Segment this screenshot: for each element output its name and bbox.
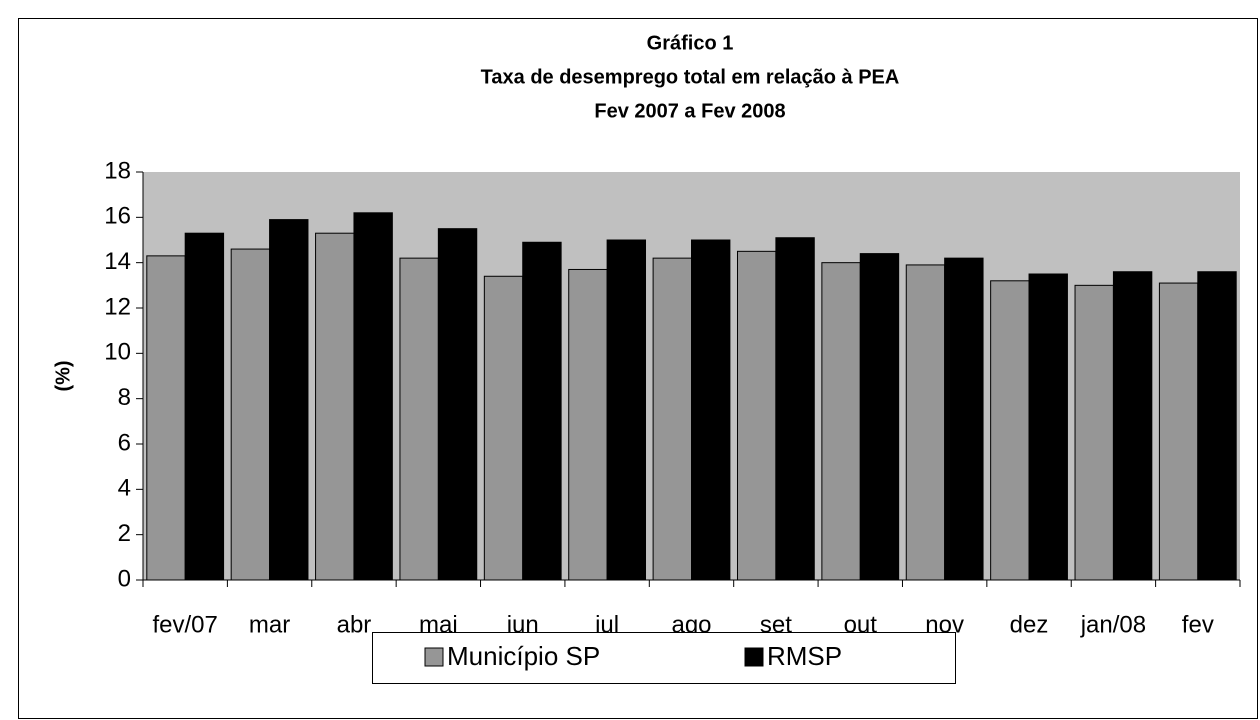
x-tick-label: fev/07 bbox=[152, 611, 217, 638]
y-tick-label: 16 bbox=[104, 203, 131, 230]
y-axis-label: (%) bbox=[52, 360, 74, 391]
chart-title: Gráfico 1 bbox=[647, 32, 734, 54]
bar bbox=[736, 250, 777, 581]
y-tick-label: 18 bbox=[104, 157, 131, 184]
bar bbox=[437, 228, 478, 581]
bar bbox=[1158, 282, 1199, 581]
chart-subtitle: Taxa de desemprego total em relação à PE… bbox=[481, 66, 900, 88]
bar bbox=[606, 239, 647, 581]
y-tick-label: 12 bbox=[104, 293, 131, 320]
legend-label: Município SP bbox=[447, 641, 600, 671]
bar bbox=[990, 280, 1030, 581]
bar bbox=[1074, 284, 1114, 581]
bar bbox=[230, 248, 271, 581]
bar bbox=[944, 257, 984, 581]
bar bbox=[568, 268, 608, 581]
bar bbox=[146, 255, 186, 581]
bar bbox=[775, 237, 815, 581]
x-tick-label: abr bbox=[337, 611, 372, 638]
y-tick-label: 4 bbox=[118, 475, 131, 502]
bar bbox=[269, 219, 309, 581]
x-tick-label: fev bbox=[1182, 611, 1214, 638]
bar bbox=[353, 212, 393, 581]
legend bbox=[372, 632, 956, 684]
bar bbox=[315, 232, 355, 581]
bar bbox=[691, 239, 731, 581]
y-tick-label: 0 bbox=[118, 565, 131, 592]
x-tick-label: jan/08 bbox=[1080, 611, 1146, 638]
bar bbox=[859, 253, 900, 581]
bar bbox=[1028, 273, 1068, 581]
bar bbox=[905, 264, 946, 581]
bar bbox=[483, 275, 524, 581]
x-tick-label: mar bbox=[249, 611, 290, 638]
legend-swatch bbox=[744, 647, 764, 667]
bar bbox=[652, 257, 692, 581]
bar bbox=[522, 241, 562, 581]
legend-swatch bbox=[424, 647, 444, 667]
y-tick-label: 10 bbox=[104, 339, 131, 366]
bar bbox=[1112, 271, 1153, 581]
legend-label: RMSP bbox=[767, 641, 842, 671]
chart-subtitle: Fev 2007 a Fev 2008 bbox=[594, 100, 785, 122]
bar bbox=[1197, 271, 1237, 581]
y-tick-label: 14 bbox=[104, 248, 131, 275]
x-tick-label: dez bbox=[1010, 611, 1049, 638]
bar bbox=[821, 262, 861, 581]
y-tick-label: 8 bbox=[118, 384, 131, 411]
y-tick-label: 2 bbox=[118, 520, 131, 547]
bar bbox=[184, 232, 225, 581]
y-tick-label: 6 bbox=[118, 429, 131, 456]
bar bbox=[399, 257, 439, 581]
